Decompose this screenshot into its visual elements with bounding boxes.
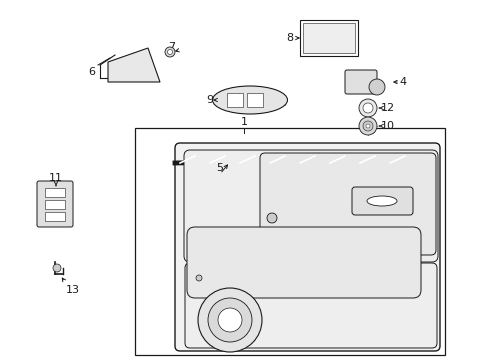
FancyBboxPatch shape <box>175 143 439 351</box>
Ellipse shape <box>366 196 396 206</box>
Text: 9: 9 <box>206 95 213 105</box>
Circle shape <box>218 308 242 332</box>
FancyBboxPatch shape <box>37 181 73 227</box>
Circle shape <box>164 47 175 57</box>
Circle shape <box>358 117 376 135</box>
Ellipse shape <box>212 86 287 114</box>
Text: 6: 6 <box>88 67 95 77</box>
FancyBboxPatch shape <box>345 70 376 94</box>
FancyBboxPatch shape <box>260 153 435 255</box>
FancyBboxPatch shape <box>184 263 436 348</box>
Circle shape <box>198 288 262 352</box>
Bar <box>226 93 243 107</box>
Circle shape <box>53 264 61 272</box>
Circle shape <box>207 298 251 342</box>
Text: 10: 10 <box>380 121 394 131</box>
Text: 5: 5 <box>216 163 223 173</box>
FancyBboxPatch shape <box>351 187 412 215</box>
Polygon shape <box>108 48 160 82</box>
Text: 13: 13 <box>66 285 80 295</box>
Circle shape <box>362 121 372 131</box>
FancyBboxPatch shape <box>183 150 437 262</box>
Text: 2: 2 <box>203 303 210 313</box>
Circle shape <box>358 99 376 117</box>
Circle shape <box>266 213 276 223</box>
Text: 8: 8 <box>286 33 293 43</box>
Bar <box>45 212 65 221</box>
Bar <box>246 93 263 107</box>
Circle shape <box>368 79 384 95</box>
Bar <box>135 128 444 355</box>
Text: 1: 1 <box>240 117 247 127</box>
Text: 7: 7 <box>168 42 175 52</box>
Circle shape <box>167 50 172 54</box>
Bar <box>299 20 357 56</box>
Bar <box>303 23 354 53</box>
Circle shape <box>362 103 372 113</box>
Text: 11: 11 <box>49 173 63 183</box>
Bar <box>45 188 65 197</box>
FancyBboxPatch shape <box>186 227 420 298</box>
Circle shape <box>196 275 202 281</box>
Bar <box>45 200 65 209</box>
Text: 12: 12 <box>380 103 394 113</box>
Text: 4: 4 <box>399 77 406 87</box>
Text: 3: 3 <box>280 205 287 215</box>
Circle shape <box>365 124 369 128</box>
